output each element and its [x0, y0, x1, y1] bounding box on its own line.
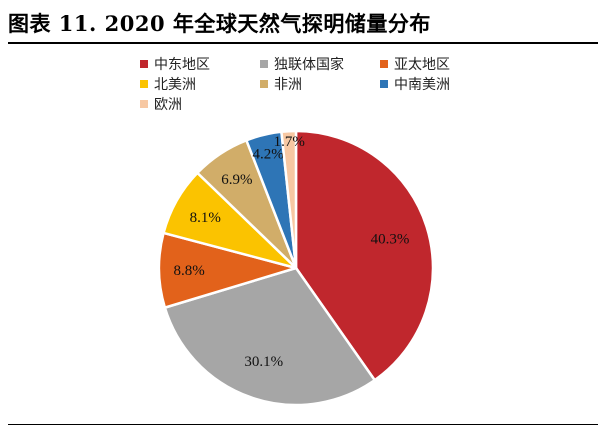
title-row: 图表 11. 2020 年全球天然气探明储量分布 [8, 6, 598, 38]
legend-swatch [260, 80, 268, 88]
legend-item: 亚太地区 [380, 54, 450, 74]
pie-slice [280, 129, 298, 270]
legend-swatch [140, 60, 148, 68]
legend-swatch [140, 80, 148, 88]
legend-swatch [260, 60, 268, 68]
top-rule [8, 42, 598, 44]
pie-slice [294, 129, 435, 382]
data-label: 40.3% [371, 231, 410, 247]
legend-item: 北美洲 [140, 74, 196, 94]
legend-swatch [380, 80, 388, 88]
data-label: 1.7% [274, 134, 305, 150]
legend-label: 亚太地区 [394, 57, 450, 73]
data-label: 30.1% [244, 354, 283, 370]
legend-label: 北美洲 [154, 77, 196, 93]
legend-label: 中东地区 [154, 57, 210, 73]
legend-label: 独联体国家 [274, 57, 344, 73]
legend-swatch [140, 100, 148, 108]
legend-item: 中南美洲 [380, 74, 450, 94]
legend-item: 非洲 [260, 74, 302, 94]
bottom-rule [8, 424, 598, 425]
legend-label: 欧洲 [154, 97, 182, 113]
pie-slice [163, 266, 376, 407]
chart-title: 图表 11. 2020 年全球天然气探明储量分布 [8, 11, 431, 36]
data-label: 8.1% [190, 210, 221, 226]
legend-item: 欧洲 [140, 94, 182, 114]
legend-swatch [380, 60, 388, 68]
data-label: 6.9% [221, 172, 252, 188]
data-label: 8.8% [174, 263, 205, 279]
data-label: 4.2% [253, 147, 284, 163]
legend-label: 非洲 [274, 77, 302, 93]
legend-label: 中南美洲 [394, 77, 450, 93]
legend-item: 中东地区 [140, 54, 210, 74]
legend-item: 独联体国家 [260, 54, 344, 74]
